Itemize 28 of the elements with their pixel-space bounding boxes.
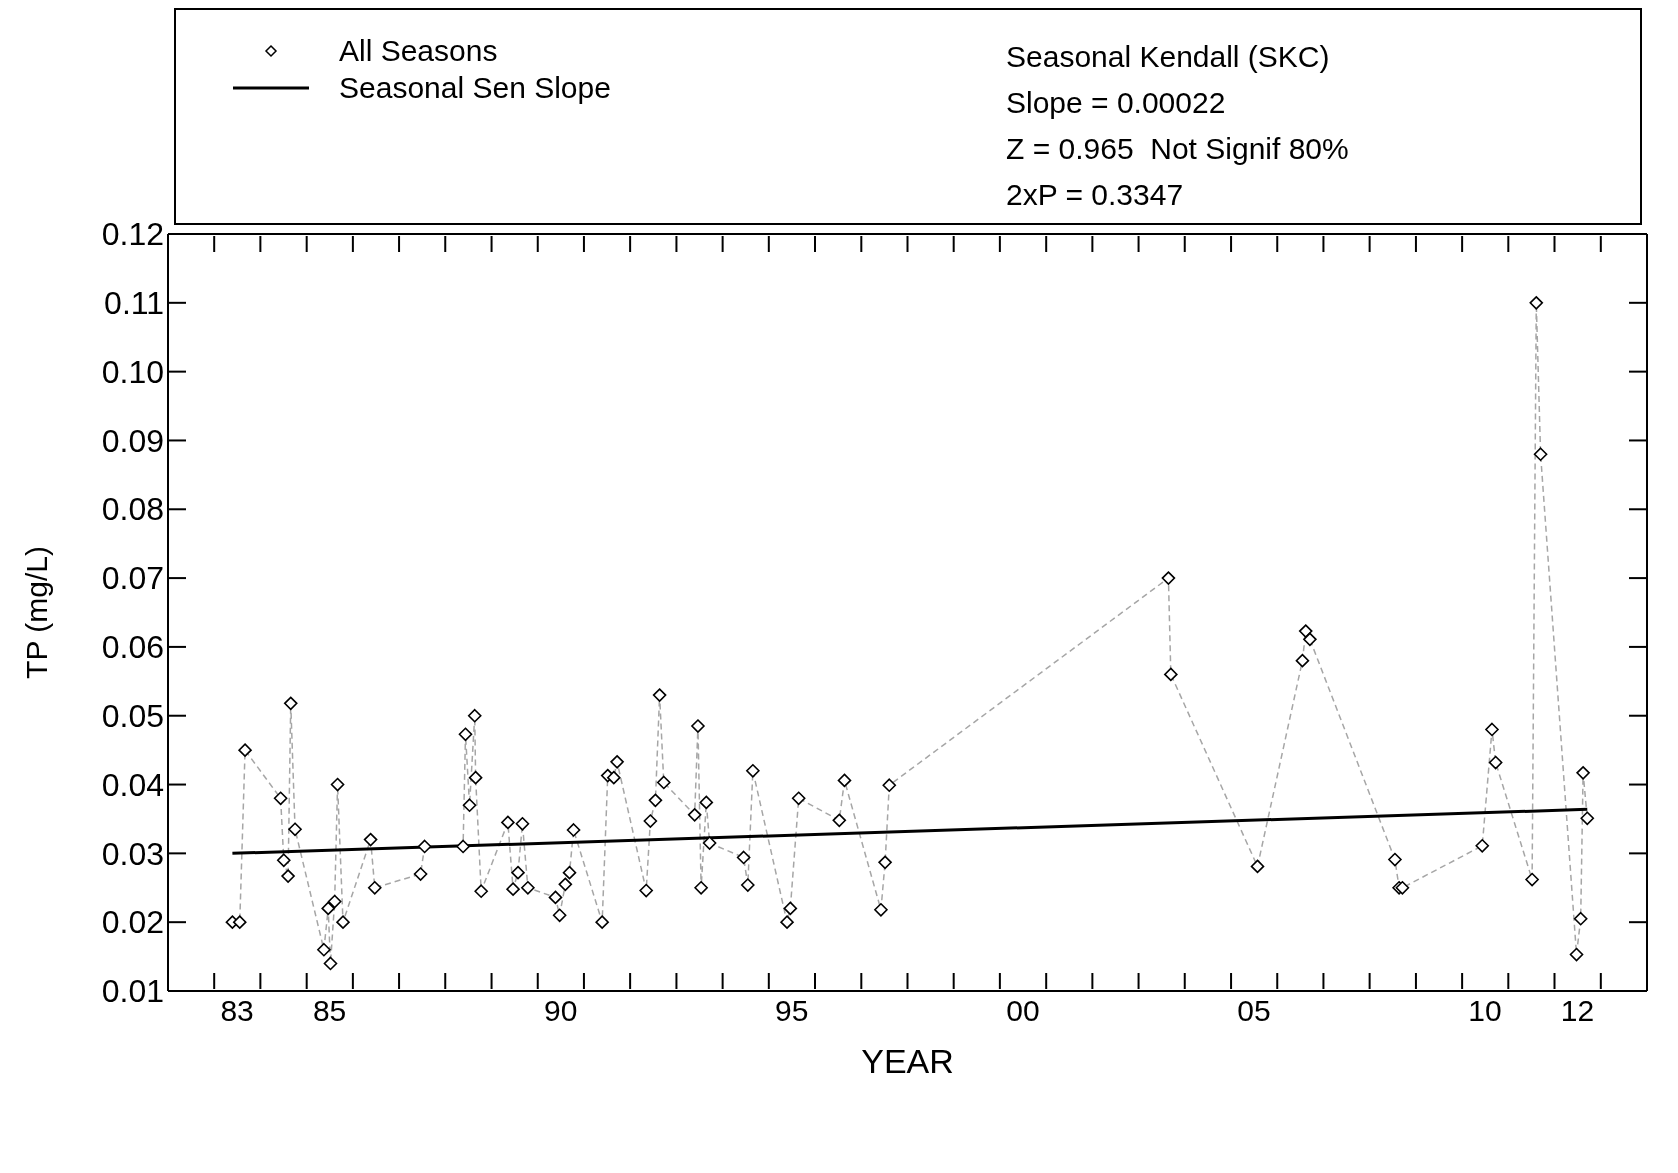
legend-label: Seasonal Sen Slope <box>339 70 611 105</box>
x-tick-label: 85 <box>312 994 347 1027</box>
text: Z = 0.965 Not Signif 80% <box>1006 132 1349 165</box>
x-tick-label: 12 <box>1560 994 1595 1027</box>
y-tick-label: 0.12 <box>101 216 164 253</box>
x-tick-label: 83 <box>220 994 254 1027</box>
x-tick-label: 05 <box>1237 994 1271 1027</box>
y-tick-label: 0.11 <box>104 285 164 322</box>
text: Slope = 0.00022 <box>1006 86 1226 119</box>
x-tick-label: 90 <box>543 994 578 1027</box>
y-tick-label: 0.04 <box>101 766 164 803</box>
text: 2xP = 0.3347 <box>1006 178 1184 211</box>
y-tick-label: 0.03 <box>101 835 164 872</box>
text: Seasonal Kendall (SKC) <box>1006 40 1330 73</box>
y-tick-label: 0.06 <box>101 629 164 666</box>
x-tick-label: 10 <box>1468 994 1502 1027</box>
y-tick-label: 0.07 <box>101 560 164 597</box>
y-tick-label: 0.05 <box>101 697 164 734</box>
x-tick-label: 95 <box>775 994 809 1027</box>
y-tick-label: 0.08 <box>101 491 164 528</box>
x-tick-label: 00 <box>1006 994 1040 1027</box>
y-axis-title: TP (mg/L) <box>19 546 53 679</box>
y-tick-label: 0.02 <box>101 904 164 941</box>
y-tick-label: 0.01 <box>101 973 164 1010</box>
legend-label: All Seasons <box>339 33 498 68</box>
y-tick-label: 0.10 <box>101 353 164 390</box>
x-axis-title: YEAR <box>861 1042 954 1080</box>
y-tick-label: 0.09 <box>101 422 164 459</box>
